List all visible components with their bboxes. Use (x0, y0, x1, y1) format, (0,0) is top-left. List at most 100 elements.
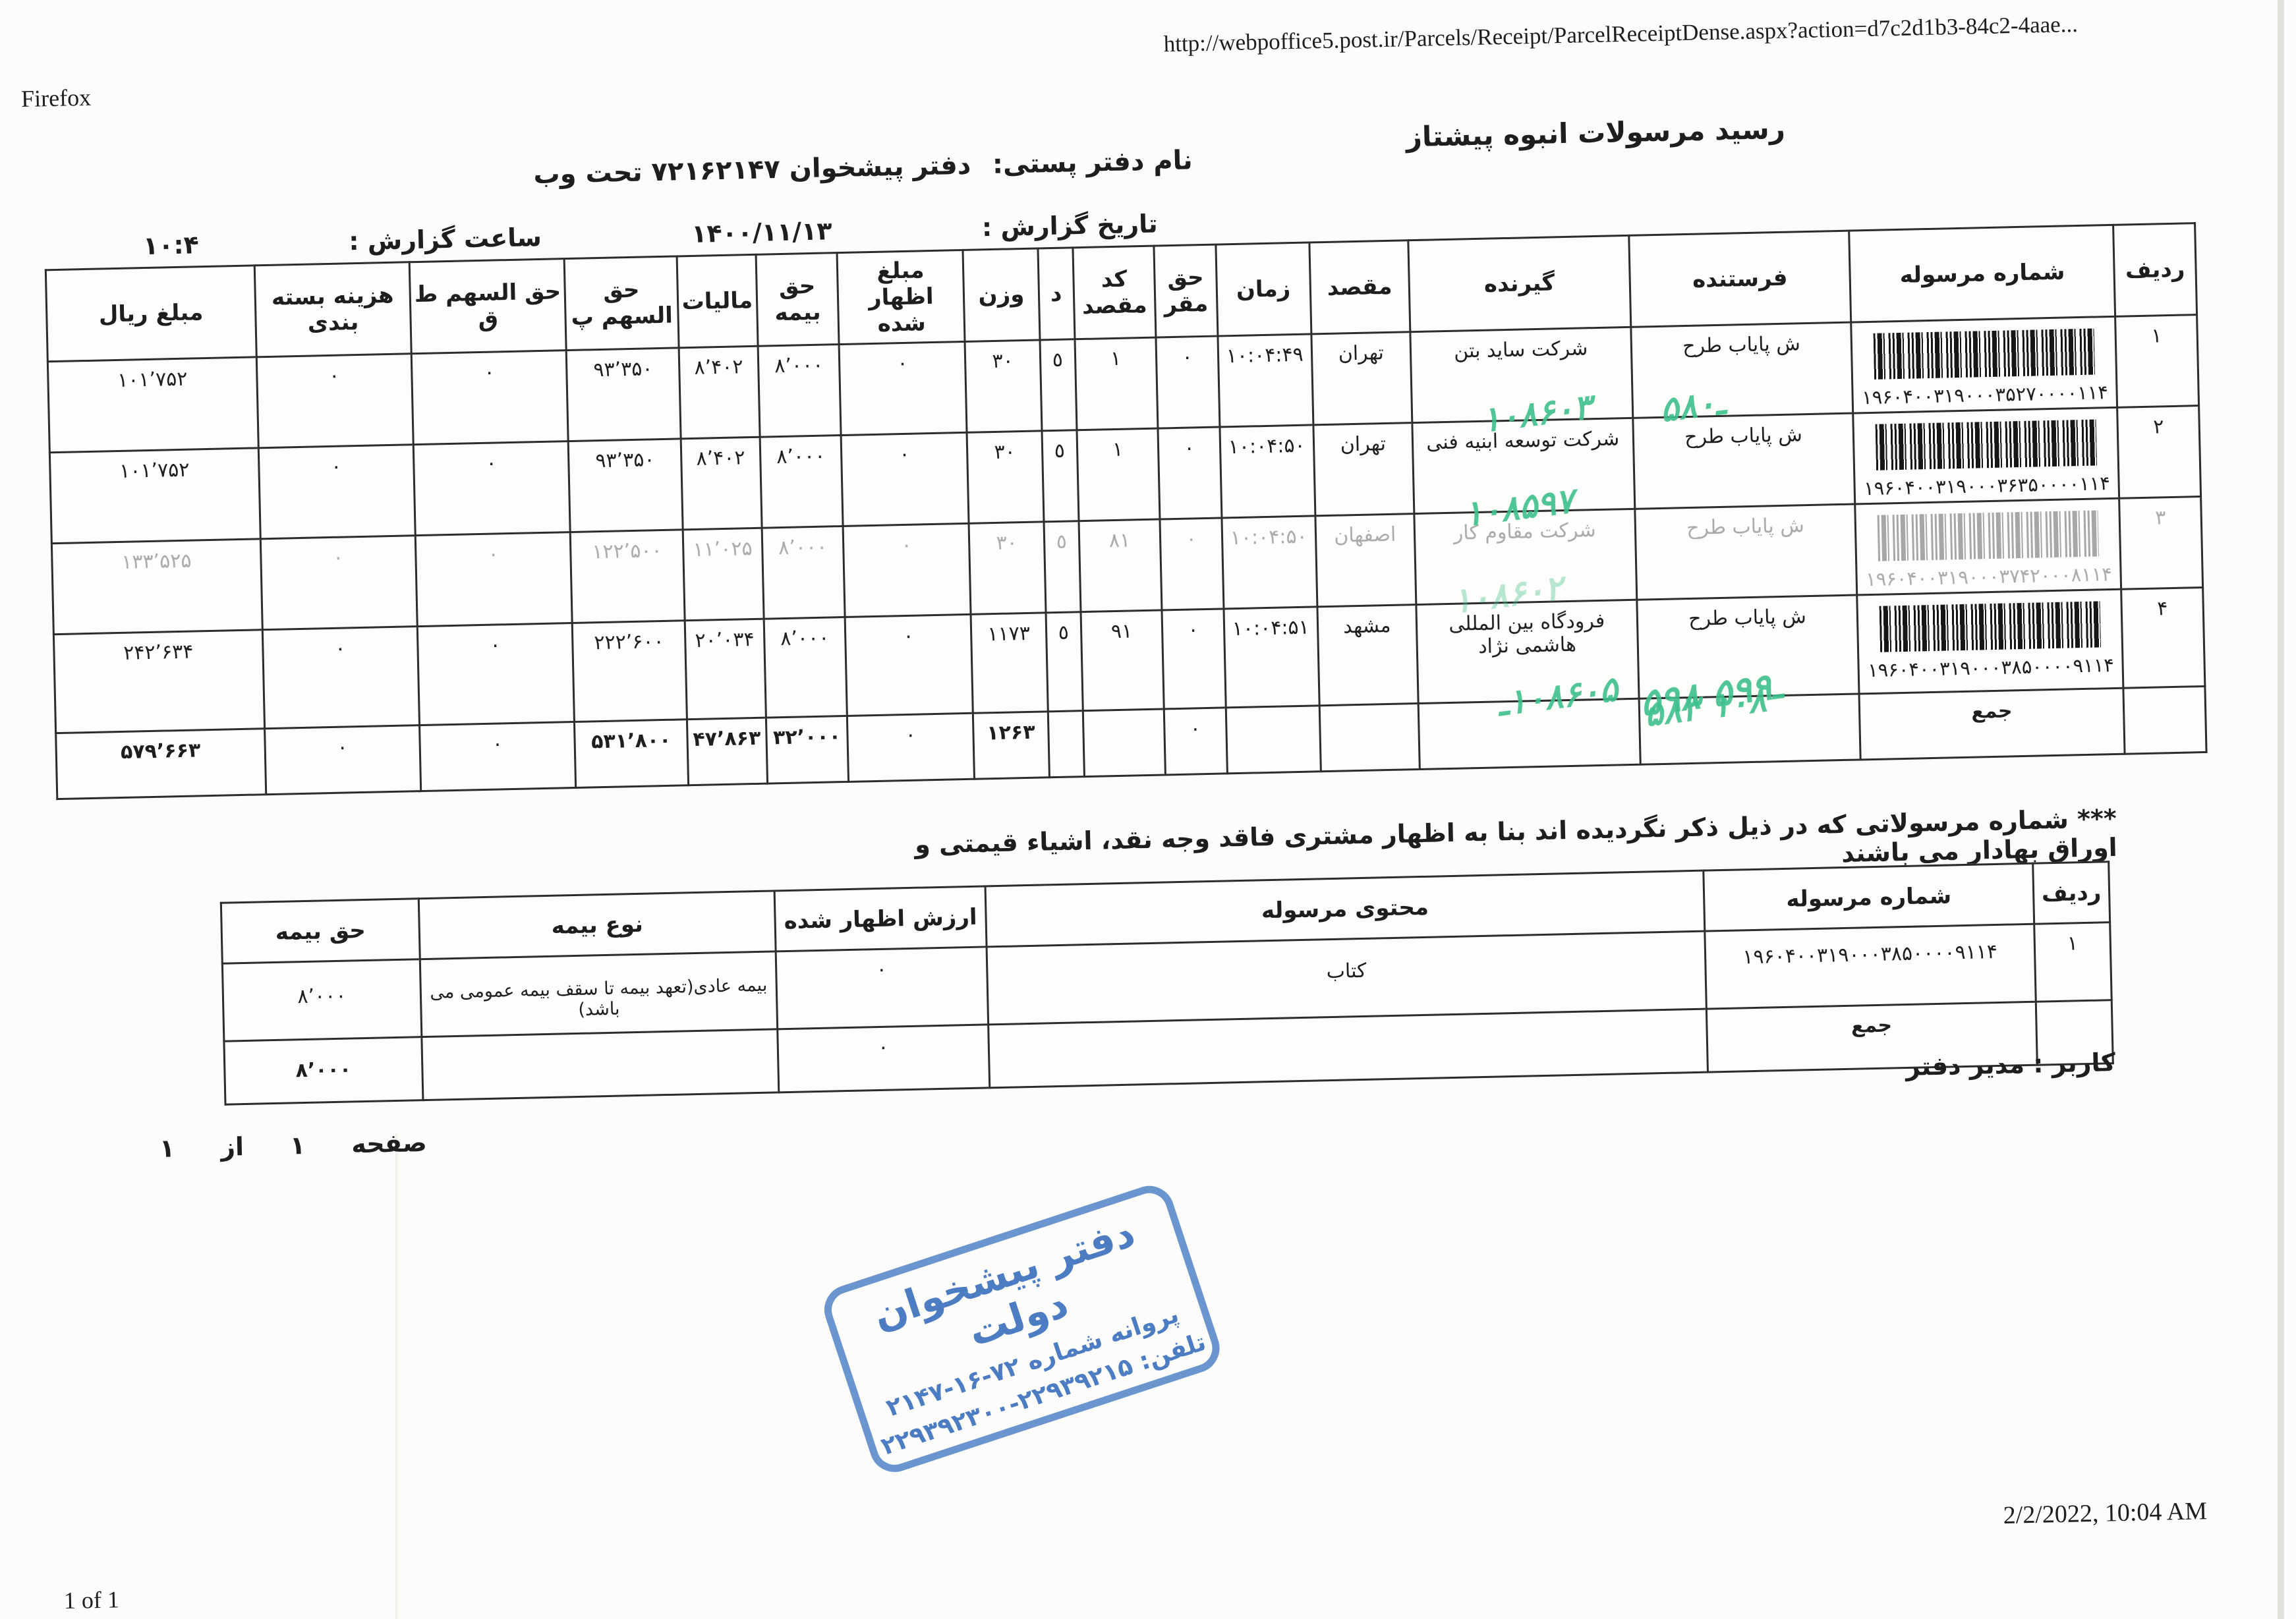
report-date-value: ۱۴۰۰/۱۱/۱۳ (691, 216, 832, 248)
total-weight: ۱۲۶۳ (973, 711, 1050, 780)
cell-sender: ش پایاب طرح (1634, 503, 1858, 600)
col-header-packing: هزینه بسته بندی (254, 262, 412, 357)
of-word: از (220, 1132, 244, 1162)
cell-tracking: ۱۹۶۰۴۰۰۳۱۹۰۰۰۳۵۲۷۰۰۰۰۱۱۴ (1851, 316, 2117, 414)
cell-time: ۱۰:۰۴:۵۰ (1221, 515, 1317, 609)
cell-tracking: ۱۹۶۰۴۰۰۳۱۹۰۰۰۳۶۳۵۰۰۰۰۱۱۴ (1853, 407, 2119, 504)
col-header-haq-maqar: حق مقر (1154, 244, 1218, 338)
col-header-sender: فرستنده (1628, 231, 1852, 327)
cell-share-tq: ۰ (417, 623, 575, 725)
cell-amount: ۱۰۱٬۷۵۲ (47, 356, 258, 453)
cell-d: ٥ (1043, 521, 1081, 613)
cell-share-tq: ۰ (415, 532, 573, 627)
cell-content: کتاب (987, 931, 1707, 1025)
cell-time: ۱۰:۰۴:۵۰ (1219, 424, 1315, 518)
cell-radif: ۱ (2115, 314, 2199, 408)
total-packing: ۰ (264, 725, 421, 795)
cell-weight: ۳۰ (965, 339, 1042, 433)
cell-tracking: ۱۹۶۰۴۰۰۳۱۹۰۰۰۳۸۵۰۰۰۰۹۱۱۴ (1704, 924, 2036, 1009)
cell-receiver: شرکت ساید بتن ۱۰۸۶۰۳ (1410, 327, 1633, 440)
cell-insurance: ۸٬۰۰۰ (222, 959, 422, 1042)
col-header-receiver: گیرنده (1408, 235, 1631, 332)
paper-crease (395, 1133, 397, 1619)
receiver-name: شرکت ساید بتن (1453, 337, 1588, 363)
total-tax: ۴۷٬۸۶۳ (687, 718, 768, 785)
cell-packing: ۰ (256, 353, 414, 448)
cell-time: ۱۰:۰۴:۴۹ (1217, 333, 1313, 428)
cell-packing: ۰ (262, 626, 420, 729)
scan-edge-shadow (2278, 0, 2284, 1619)
handwritten-note: ـ۵۸۰ (1657, 382, 1727, 430)
sender-name: ش پایاب طرح (1682, 332, 1801, 358)
tracking-number: ۱۹۶۰۴۰۰۳۱۹۰۰۰۳۸۵۰۰۰۰۹۱۱۴ (1867, 653, 2115, 682)
cell-empty (421, 1029, 779, 1100)
cell-destination: تهران (1311, 331, 1412, 425)
col-header-tracking: شماره مرسوله (1849, 225, 2115, 323)
col-header-insurance: حق بیمه (221, 898, 420, 964)
cell-empty (1082, 708, 1166, 777)
col-header-insurance-type: نوع بیمه (418, 890, 776, 959)
cell-insurance: ۸٬۰۰۰ (763, 617, 847, 718)
cell-amount: ۱۳۳٬۵۲۵ (51, 538, 262, 635)
barcode (1875, 419, 2097, 470)
col-header-share-tq: حق السهم ط ق (409, 258, 567, 354)
cell-haq-maqar: ۰ (1156, 336, 1220, 429)
total-haq-maqar: ۰ (1164, 707, 1228, 775)
col-header-share-p: حق السهم پ (564, 256, 679, 351)
cell-declared: ۰ (839, 341, 967, 436)
col-header-dest-code: کد مقصد (1072, 246, 1157, 339)
cell-declared: ۰ (843, 523, 971, 617)
col-header-declared: مبلغ اظهار شده (837, 250, 965, 345)
cell-insurance: ۸٬۰۰۰ (759, 435, 844, 528)
cell-share-p: ۹۳٬۳۵۰ (566, 347, 681, 441)
total-insurance: ۳۲٬۰۰۰ (766, 716, 849, 784)
col-header-radif: ردیف (2113, 223, 2197, 317)
office-name-value: دفتر پیشخوان ۷۲۱۶۲۱۴۷ تحت وب (532, 150, 971, 190)
report-title: رسید مرسولات انبوه پیشتاز (1406, 112, 1786, 154)
cell-amount: ۲۴۲٬۶۳۴ (53, 629, 265, 733)
cell-declared: ۰ (845, 614, 973, 716)
cell-haq-maqar: ۰ (1162, 608, 1226, 709)
cell-empty (1319, 703, 1420, 772)
cell-share-p: ۲۲۲٬۶۰۰ (572, 620, 687, 722)
col-header-amount: مبلغ ریال (45, 265, 256, 362)
cell-destination: اصفهان (1315, 513, 1416, 607)
tracking-number: ۱۹۶۰۴۰۰۳۱۹۰۰۰۳۵۲۷۰۰۰۰۱۱۴ (1861, 381, 2109, 409)
insurance-table: ردیف شماره مرسوله محتوی مرسوله ارزش اظها… (219, 861, 2114, 1106)
sender-name: ش پایاب طرح (1688, 605, 1807, 631)
cell-sender: ش پایاب طرح ـ۵۸۰ (1630, 322, 1854, 430)
cell-destination: مشهد (1317, 604, 1418, 706)
cell-d: ٥ (1041, 430, 1079, 522)
cell-receiver: فرودگاه بین المللی هاشمی نژاد ۱۰۸۶۰۵ـ (1416, 600, 1639, 724)
tracking-number: ۱۹۶۰۴۰۰۳۱۹۰۰۰۳۷۴۲۰۰۰۸۱۱۴ (1865, 563, 2113, 591)
cell-share-p: ۹۳٬۳۵۰ (568, 438, 683, 532)
cell-share-tq: ۰ (411, 350, 569, 445)
col-header-insurance: حق بیمه (755, 252, 840, 347)
cell-d: ٥ (1045, 611, 1083, 712)
total-share-tq: ۰ (419, 722, 577, 791)
cell-empty (1225, 705, 1321, 774)
total-share-p: ۵۳۱٬۸۰۰ (574, 719, 689, 788)
office-stamp: دفتر پیشخوان دولت پروانه شماره ۷۲-۱۶-۲۱۴… (817, 1179, 1226, 1479)
cell-declared: ۰ (776, 946, 989, 1029)
barcode (1873, 328, 2095, 380)
report-time-label: ساعت گزارش : (348, 222, 542, 256)
page-total: ۱ (159, 1133, 175, 1163)
page-word: صفحه (351, 1128, 428, 1159)
cell-empty (1048, 710, 1084, 778)
cell-empty (2123, 686, 2207, 754)
tracking-number: ۱۹۶۰۴۰۰۳۱۹۰۰۰۳۶۳۵۰۰۰۰۱۱۴ (1863, 472, 2111, 500)
page-number: ۱ (289, 1131, 306, 1160)
col-header-tracking: شماره مرسوله (1703, 863, 2034, 932)
total-amount: ۵۷۹٬۶۶۳ (55, 728, 266, 799)
cell-packing: ۰ (260, 535, 418, 630)
cell-amount: ۱۰۱٬۷۵۲ (49, 447, 260, 544)
print-timestamp: 2/2/2022, 10:04 AM (2003, 1497, 2208, 1529)
cell-empty: ۱۰۸ ۵۸۳ (1638, 680, 1861, 765)
cell-dest-code: ۱ (1076, 428, 1161, 521)
parcels-table: ردیف شماره مرسوله فرستنده گیرنده مقصد زم… (44, 222, 2208, 801)
user-line: کاربر : مدیر دفتر (1905, 1048, 2116, 1082)
report-date-label: تاریخ گزارش : (981, 209, 1159, 242)
